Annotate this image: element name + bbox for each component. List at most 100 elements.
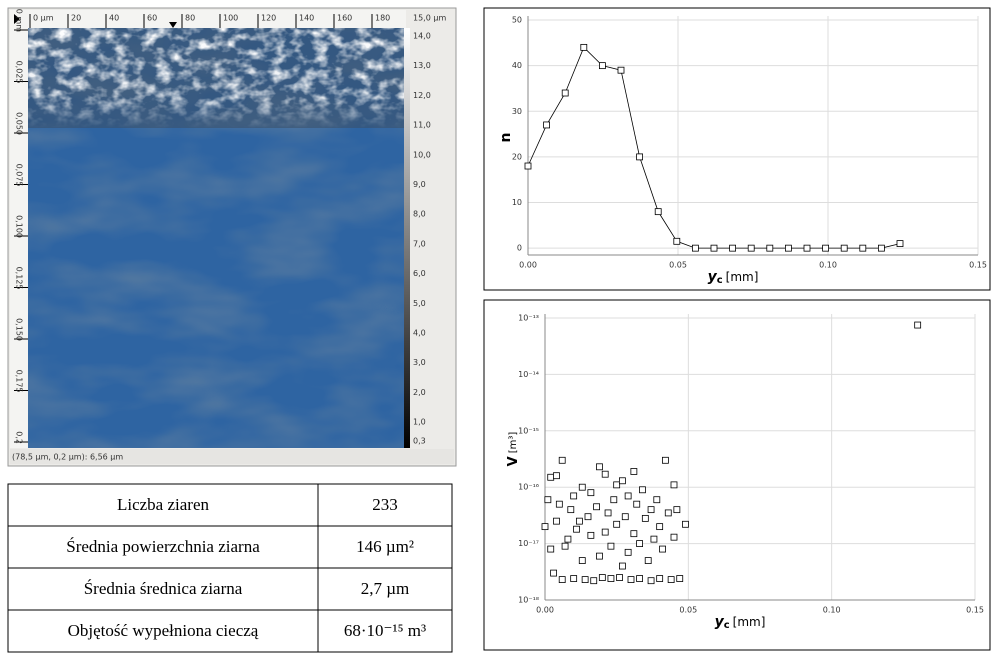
marker — [561, 89, 569, 97]
marker — [630, 530, 638, 538]
micrograph — [28, 28, 404, 448]
marker — [550, 569, 557, 577]
marker — [624, 548, 632, 556]
colorbar-label: 0,3 — [413, 437, 426, 446]
marker — [610, 496, 618, 504]
marker — [822, 244, 829, 252]
x-tick-label: 0.00 — [519, 261, 537, 270]
ruler-label: 0,150 — [15, 318, 24, 341]
marker — [584, 513, 592, 521]
marker — [607, 542, 615, 550]
marker — [670, 533, 678, 541]
marker — [617, 66, 625, 74]
x-tick-label: 0.15 — [966, 606, 984, 615]
marker — [682, 520, 689, 528]
surface-speckle — [28, 28, 404, 128]
marker — [587, 531, 595, 539]
marker — [896, 240, 904, 247]
marker — [558, 576, 566, 583]
marker — [662, 456, 669, 464]
marker — [667, 576, 675, 583]
marker — [581, 576, 589, 583]
colorbar — [404, 28, 410, 448]
colorbar-label: 1,0 — [413, 418, 426, 427]
marker — [747, 244, 755, 252]
y-tick-label: 10⁻¹⁸ — [518, 596, 539, 605]
table-cell: 2,7 µm — [361, 579, 410, 598]
y-axis-label: n — [498, 133, 514, 143]
ruler-label: 100 — [223, 14, 238, 23]
y-tick-label: 20 — [512, 152, 522, 161]
table-cell: 233 — [372, 495, 398, 514]
ruler-label: 0,050 — [15, 112, 24, 135]
marker — [840, 244, 848, 252]
y-label-symbol: V — [506, 456, 521, 466]
y-tick-label: 10 — [512, 198, 522, 207]
y-tick-label: 10⁻¹⁵ — [518, 426, 539, 435]
x-axis-label: yc [mm] — [708, 269, 759, 286]
chart-frame — [483, 7, 991, 291]
marker — [613, 520, 621, 528]
y-axis-label: V [m³] — [506, 432, 521, 467]
ruler-arrow — [14, 14, 20, 24]
marker — [670, 481, 678, 489]
marker — [766, 244, 774, 252]
marker — [653, 496, 661, 504]
x-tick-label: 0.15 — [969, 261, 987, 270]
x-tick-label: 0.10 — [819, 261, 837, 270]
marker — [561, 542, 569, 550]
marker — [647, 577, 655, 585]
marker — [573, 525, 580, 533]
x-axis-label: yc [mm] — [715, 614, 766, 631]
marker — [673, 237, 681, 245]
marker — [596, 552, 603, 560]
marker — [580, 43, 588, 51]
marker — [636, 540, 643, 547]
y-tick-label: 10⁻¹⁷ — [518, 539, 539, 548]
table-cell: Objętość wypełniona cieczą — [68, 621, 259, 640]
y-tick-label: 10⁻¹⁶ — [518, 483, 539, 492]
colorbar-label: 4,0 — [413, 329, 426, 338]
marker — [656, 575, 664, 582]
status-text: (78,5 µm, 0,2 µm): 6,56 µm — [12, 453, 123, 462]
table-cell: 68·10⁻¹⁵ m³ — [344, 621, 426, 640]
marker — [590, 577, 598, 585]
chart-frame — [483, 299, 991, 651]
chart: 0.00 0.05 0.10 0.15 10⁻¹⁸ 10⁻¹⁷ 10⁻¹⁶ 10⁻¹⁵ 10⁻¹… — [506, 314, 984, 632]
marker — [639, 486, 646, 494]
ruler-label: 60 — [147, 14, 157, 23]
y-tick-label: 10⁻¹³ — [518, 314, 539, 323]
colorbar-label: 14,0 — [413, 32, 431, 41]
ruler-label: 120 — [261, 14, 276, 23]
ruler-label: 160 — [337, 14, 352, 23]
marker — [692, 244, 699, 252]
marker — [710, 244, 718, 252]
marker — [803, 244, 811, 252]
ruler-label: 80 — [185, 14, 195, 23]
x-tick-label: 0.05 — [669, 261, 687, 270]
marker — [914, 321, 922, 329]
x-label-unit: [mm] — [726, 270, 759, 284]
colorbar-label: 12,0 — [413, 91, 431, 100]
status-bar — [10, 449, 454, 464]
ruler-cursor — [169, 22, 177, 28]
ruler-label: 0,100 — [15, 215, 24, 238]
marker — [785, 244, 792, 252]
marker — [570, 575, 578, 582]
marker — [676, 575, 684, 582]
ruler-label: 0,125 — [15, 267, 24, 290]
marker — [553, 517, 560, 525]
marker — [543, 121, 550, 129]
marker — [570, 492, 578, 500]
marker — [553, 472, 560, 480]
marker — [630, 468, 638, 475]
y-label-unit: [m³] — [508, 432, 519, 454]
ruler-label: 0 µm — [33, 14, 54, 23]
ruler-label: 0 mm — [15, 9, 24, 32]
ruler-label: 0,075 — [15, 164, 24, 187]
marker — [596, 463, 603, 471]
marker — [558, 456, 566, 464]
stats-table: Liczba ziaren 233 Średnia powierzchnia z… — [7, 483, 453, 653]
ruler-label: 180 — [375, 14, 390, 23]
